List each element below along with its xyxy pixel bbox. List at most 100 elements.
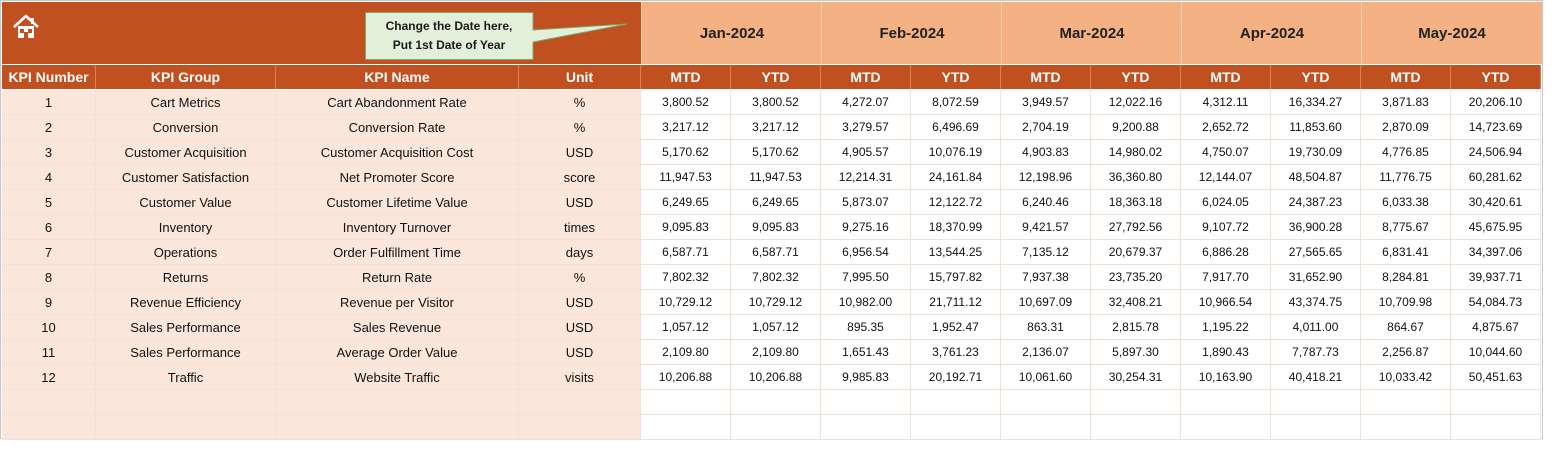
cell-mtd-3[interactable]: 6,240.46 bbox=[1001, 190, 1091, 215]
cell-mtd-1[interactable]: 11,947.53 bbox=[641, 165, 731, 190]
cell-ytd-4[interactable]: 43,374.75 bbox=[1271, 290, 1361, 315]
cell-mtd-1[interactable]: 3,217.12 bbox=[641, 115, 731, 140]
cell-name[interactable] bbox=[276, 415, 519, 440]
cell-ytd-1[interactable]: 3,217.12 bbox=[731, 115, 821, 140]
cell-mtd-4[interactable]: 4,312.11 bbox=[1181, 90, 1271, 115]
cell-ytd-3[interactable]: 36,360.80 bbox=[1091, 165, 1181, 190]
cell-mtd-5[interactable]: 864.67 bbox=[1361, 315, 1451, 340]
cell-ytd-2[interactable]: 8,072.59 bbox=[911, 90, 1001, 115]
cell-mtd-2[interactable]: 7,995.50 bbox=[821, 265, 911, 290]
cell-mtd-4[interactable]: 4,750.07 bbox=[1181, 140, 1271, 165]
cell-mtd-3[interactable]: 12,198.96 bbox=[1001, 165, 1091, 190]
cell-name[interactable]: Conversion Rate bbox=[276, 115, 519, 140]
cell-name[interactable]: Revenue per Visitor bbox=[276, 290, 519, 315]
cell-group[interactable]: Traffic bbox=[96, 365, 276, 390]
cell-ytd-1[interactable] bbox=[731, 415, 821, 440]
cell-name[interactable]: Return Rate bbox=[276, 265, 519, 290]
cell-mtd-1[interactable]: 9,095.83 bbox=[641, 215, 731, 240]
cell-mtd-3[interactable]: 7,937.38 bbox=[1001, 265, 1091, 290]
cell-mtd-5[interactable]: 6,033.38 bbox=[1361, 190, 1451, 215]
cell-num[interactable]: 3 bbox=[2, 140, 96, 165]
cell-mtd-1[interactable]: 3,800.52 bbox=[641, 90, 731, 115]
cell-mtd-1[interactable]: 10,729.12 bbox=[641, 290, 731, 315]
cell-mtd-1[interactable]: 1,057.12 bbox=[641, 315, 731, 340]
cell-ytd-4[interactable]: 36,900.28 bbox=[1271, 215, 1361, 240]
cell-mtd-3[interactable]: 7,135.12 bbox=[1001, 240, 1091, 265]
cell-num[interactable]: 11 bbox=[2, 340, 96, 365]
cell-ytd-5[interactable]: 14,723.69 bbox=[1451, 115, 1541, 140]
cell-unit[interactable]: USD bbox=[519, 290, 641, 315]
cell-group[interactable]: Operations bbox=[96, 240, 276, 265]
cell-num[interactable]: 6 bbox=[2, 215, 96, 240]
home-icon[interactable] bbox=[11, 12, 41, 42]
cell-ytd-1[interactable]: 6,249.65 bbox=[731, 190, 821, 215]
cell-ytd-4[interactable] bbox=[1271, 390, 1361, 415]
cell-ytd-5[interactable]: 4,875.67 bbox=[1451, 315, 1541, 340]
cell-ytd-2[interactable]: 18,370.99 bbox=[911, 215, 1001, 240]
cell-mtd-5[interactable]: 3,871.83 bbox=[1361, 90, 1451, 115]
cell-mtd-2[interactable]: 12,214.31 bbox=[821, 165, 911, 190]
cell-ytd-5[interactable]: 54,084.73 bbox=[1451, 290, 1541, 315]
cell-mtd-2[interactable] bbox=[821, 390, 911, 415]
cell-ytd-1[interactable]: 7,802.32 bbox=[731, 265, 821, 290]
cell-mtd-5[interactable] bbox=[1361, 415, 1451, 440]
cell-ytd-3[interactable]: 12,022.16 bbox=[1091, 90, 1181, 115]
cell-mtd-1[interactable]: 6,587.71 bbox=[641, 240, 731, 265]
cell-group[interactable]: Sales Performance bbox=[96, 315, 276, 340]
cell-mtd-4[interactable]: 6,886.28 bbox=[1181, 240, 1271, 265]
cell-ytd-1[interactable]: 9,095.83 bbox=[731, 215, 821, 240]
cell-name[interactable]: Inventory Turnover bbox=[276, 215, 519, 240]
cell-mtd-1[interactable] bbox=[641, 415, 731, 440]
cell-mtd-4[interactable]: 9,107.72 bbox=[1181, 215, 1271, 240]
cell-group[interactable]: Customer Satisfaction bbox=[96, 165, 276, 190]
cell-mtd-3[interactable] bbox=[1001, 390, 1091, 415]
cell-ytd-4[interactable]: 31,652.90 bbox=[1271, 265, 1361, 290]
cell-ytd-5[interactable]: 60,281.62 bbox=[1451, 165, 1541, 190]
cell-name[interactable]: Average Order Value bbox=[276, 340, 519, 365]
cell-ytd-2[interactable]: 3,761.23 bbox=[911, 340, 1001, 365]
cell-num[interactable]: 4 bbox=[2, 165, 96, 190]
cell-group[interactable]: Revenue Efficiency bbox=[96, 290, 276, 315]
cell-ytd-2[interactable] bbox=[911, 390, 1001, 415]
cell-ytd-1[interactable] bbox=[731, 390, 821, 415]
cell-name[interactable]: Net Promoter Score bbox=[276, 165, 519, 190]
cell-unit[interactable]: USD bbox=[519, 340, 641, 365]
cell-ytd-5[interactable] bbox=[1451, 415, 1541, 440]
cell-mtd-1[interactable]: 7,802.32 bbox=[641, 265, 731, 290]
cell-ytd-2[interactable]: 24,161.84 bbox=[911, 165, 1001, 190]
cell-mtd-2[interactable] bbox=[821, 415, 911, 440]
cell-group[interactable]: Returns bbox=[96, 265, 276, 290]
cell-num[interactable] bbox=[2, 415, 96, 440]
cell-group[interactable]: Inventory bbox=[96, 215, 276, 240]
cell-mtd-2[interactable]: 4,272.07 bbox=[821, 90, 911, 115]
cell-mtd-5[interactable]: 2,870.09 bbox=[1361, 115, 1451, 140]
cell-ytd-5[interactable]: 10,044.60 bbox=[1451, 340, 1541, 365]
cell-mtd-3[interactable]: 3,949.57 bbox=[1001, 90, 1091, 115]
cell-mtd-4[interactable] bbox=[1181, 390, 1271, 415]
cell-mtd-5[interactable]: 2,256.87 bbox=[1361, 340, 1451, 365]
cell-ytd-2[interactable]: 10,076.19 bbox=[911, 140, 1001, 165]
cell-unit[interactable]: USD bbox=[519, 315, 641, 340]
cell-mtd-4[interactable] bbox=[1181, 415, 1271, 440]
cell-mtd-3[interactable]: 10,697.09 bbox=[1001, 290, 1091, 315]
cell-mtd-3[interactable]: 9,421.57 bbox=[1001, 215, 1091, 240]
cell-ytd-4[interactable] bbox=[1271, 415, 1361, 440]
cell-ytd-3[interactable]: 5,897.30 bbox=[1091, 340, 1181, 365]
cell-num[interactable] bbox=[2, 390, 96, 415]
cell-group[interactable] bbox=[96, 390, 276, 415]
cell-num[interactable]: 5 bbox=[2, 190, 96, 215]
cell-unit[interactable]: score bbox=[519, 165, 641, 190]
cell-ytd-4[interactable]: 16,334.27 bbox=[1271, 90, 1361, 115]
cell-mtd-4[interactable]: 6,024.05 bbox=[1181, 190, 1271, 215]
cell-name[interactable]: Order Fulfillment Time bbox=[276, 240, 519, 265]
cell-mtd-2[interactable]: 10,982.00 bbox=[821, 290, 911, 315]
cell-group[interactable] bbox=[96, 415, 276, 440]
cell-ytd-1[interactable]: 11,947.53 bbox=[731, 165, 821, 190]
cell-mtd-3[interactable]: 4,903.83 bbox=[1001, 140, 1091, 165]
cell-mtd-4[interactable]: 2,652.72 bbox=[1181, 115, 1271, 140]
cell-ytd-2[interactable]: 6,496.69 bbox=[911, 115, 1001, 140]
cell-mtd-5[interactable]: 8,775.67 bbox=[1361, 215, 1451, 240]
cell-unit[interactable] bbox=[519, 390, 641, 415]
cell-mtd-1[interactable]: 2,109.80 bbox=[641, 340, 731, 365]
cell-num[interactable]: 10 bbox=[2, 315, 96, 340]
